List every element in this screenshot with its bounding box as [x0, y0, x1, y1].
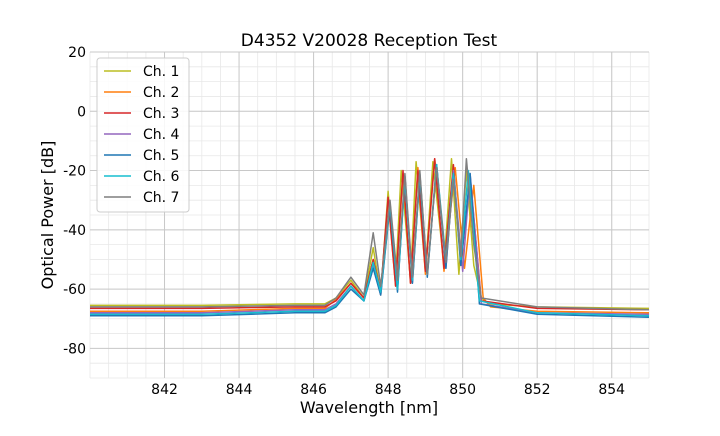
legend-label-ch-6: Ch. 6 — [143, 169, 180, 185]
legend-box — [96, 57, 190, 213]
legend: Ch. 1 Ch. 2 Ch. 3 Ch. 4 Ch. 5 Ch. 6 Ch. 7 — [96, 57, 190, 213]
series-lines — [90, 157, 650, 318]
x-tick-label: 852 — [524, 382, 551, 398]
x-tick-label: 854 — [598, 382, 625, 398]
x-tick-label: 844 — [226, 382, 253, 398]
legend-label-ch-3: Ch. 3 — [143, 106, 179, 122]
legend-label-ch-4: Ch. 4 — [143, 127, 180, 143]
y-axis-label: Optical Power [dB] — [38, 141, 57, 290]
y-tick-labels: -80 -60 -40 -20 0 20 — [63, 45, 86, 357]
x-tick-labels: 842 844 846 848 850 852 854 — [151, 382, 625, 398]
y-tick-label: -80 — [63, 341, 86, 357]
y-tick-label: -40 — [63, 223, 86, 239]
x-axis-label: Wavelength [nm] — [300, 398, 438, 417]
legend-label-ch-1: Ch. 1 — [143, 64, 179, 80]
y-tick-label: -60 — [63, 282, 86, 298]
y-tick-label: -20 — [63, 164, 86, 180]
series-line-ch-7 — [90, 157, 650, 311]
legend-label-ch-5: Ch. 5 — [143, 148, 179, 164]
y-tick-label: 20 — [68, 45, 86, 61]
x-tick-label: 842 — [151, 382, 178, 398]
x-tick-label: 848 — [375, 382, 402, 398]
chart-title: D4352 V20028 Reception Test — [241, 31, 498, 51]
legend-label-ch-2: Ch. 2 — [143, 85, 179, 101]
legend-label-ch-7: Ch. 7 — [143, 190, 179, 206]
x-tick-label: 846 — [300, 382, 327, 398]
x-tick-label: 850 — [449, 382, 476, 398]
y-tick-label: 0 — [77, 104, 86, 120]
